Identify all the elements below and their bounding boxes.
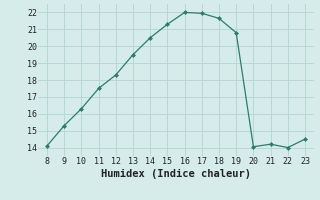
X-axis label: Humidex (Indice chaleur): Humidex (Indice chaleur) [101, 169, 251, 179]
